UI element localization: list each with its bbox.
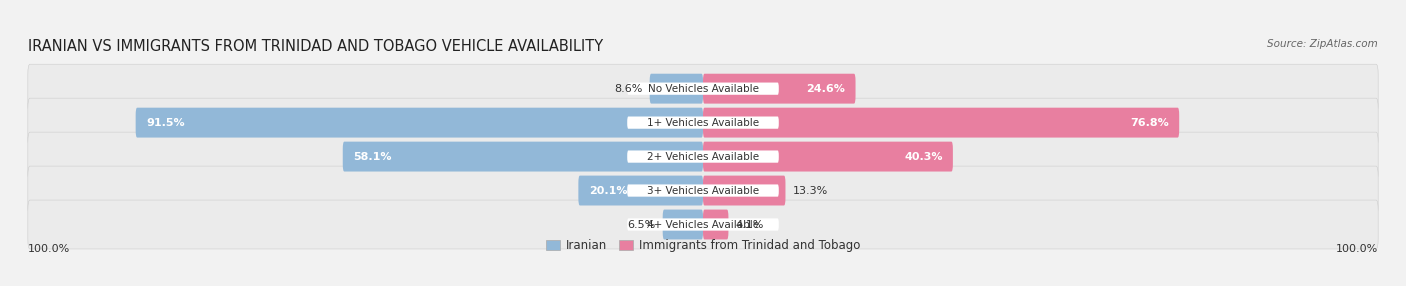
Legend: Iranian, Immigrants from Trinidad and Tobago: Iranian, Immigrants from Trinidad and To…: [541, 234, 865, 257]
FancyBboxPatch shape: [627, 184, 779, 197]
Text: 24.6%: 24.6%: [806, 84, 845, 94]
Text: 3+ Vehicles Available: 3+ Vehicles Available: [647, 186, 759, 196]
FancyBboxPatch shape: [578, 176, 703, 205]
FancyBboxPatch shape: [650, 74, 703, 104]
Text: 4.1%: 4.1%: [735, 220, 763, 229]
Text: 8.6%: 8.6%: [614, 84, 643, 94]
FancyBboxPatch shape: [627, 219, 779, 231]
Text: 91.5%: 91.5%: [146, 118, 184, 128]
Text: 100.0%: 100.0%: [28, 244, 70, 254]
FancyBboxPatch shape: [627, 150, 779, 163]
Text: 40.3%: 40.3%: [904, 152, 942, 162]
Text: 100.0%: 100.0%: [1336, 244, 1378, 254]
FancyBboxPatch shape: [343, 142, 703, 172]
FancyBboxPatch shape: [703, 176, 786, 205]
FancyBboxPatch shape: [703, 74, 855, 104]
Text: 2+ Vehicles Available: 2+ Vehicles Available: [647, 152, 759, 162]
FancyBboxPatch shape: [627, 83, 779, 95]
Text: IRANIAN VS IMMIGRANTS FROM TRINIDAD AND TOBAGO VEHICLE AVAILABILITY: IRANIAN VS IMMIGRANTS FROM TRINIDAD AND …: [28, 39, 603, 54]
FancyBboxPatch shape: [28, 200, 1378, 249]
Text: 6.5%: 6.5%: [627, 220, 655, 229]
FancyBboxPatch shape: [28, 98, 1378, 147]
Text: 76.8%: 76.8%: [1130, 118, 1168, 128]
FancyBboxPatch shape: [662, 210, 703, 239]
FancyBboxPatch shape: [28, 64, 1378, 113]
Text: No Vehicles Available: No Vehicles Available: [648, 84, 758, 94]
FancyBboxPatch shape: [703, 108, 1180, 138]
Text: 4+ Vehicles Available: 4+ Vehicles Available: [647, 220, 759, 229]
Text: 13.3%: 13.3%: [793, 186, 828, 196]
FancyBboxPatch shape: [703, 210, 728, 239]
FancyBboxPatch shape: [135, 108, 703, 138]
Text: 1+ Vehicles Available: 1+ Vehicles Available: [647, 118, 759, 128]
Text: 20.1%: 20.1%: [589, 186, 627, 196]
FancyBboxPatch shape: [28, 166, 1378, 215]
FancyBboxPatch shape: [627, 116, 779, 129]
Text: 58.1%: 58.1%: [353, 152, 392, 162]
FancyBboxPatch shape: [703, 142, 953, 172]
Text: Source: ZipAtlas.com: Source: ZipAtlas.com: [1267, 39, 1378, 49]
FancyBboxPatch shape: [28, 132, 1378, 181]
